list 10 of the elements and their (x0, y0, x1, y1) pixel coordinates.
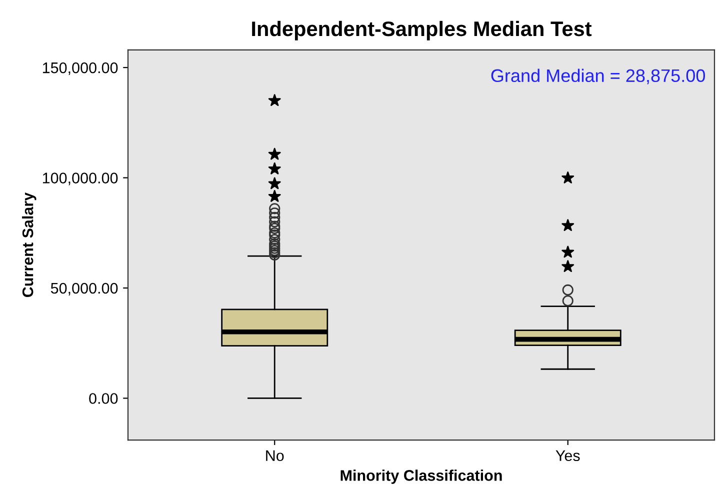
x-axis-title: Minority Classification (340, 470, 502, 484)
chart-title: Independent-Samples Median Test (252, 20, 592, 40)
x-tick-label: Yes (556, 450, 580, 462)
y-tick-label: 50,000.00 (50, 282, 118, 296)
y-tick-label: 100,000.00 (42, 172, 118, 186)
x-tick-label: No (266, 450, 284, 462)
y-tick-label: 150,000.00 (42, 62, 118, 76)
annotation: Grand Median = 28,875.00 (491, 68, 706, 84)
y-axis-title: Current Salary (22, 192, 36, 298)
y-tick-label: 0.00 (89, 393, 118, 404)
